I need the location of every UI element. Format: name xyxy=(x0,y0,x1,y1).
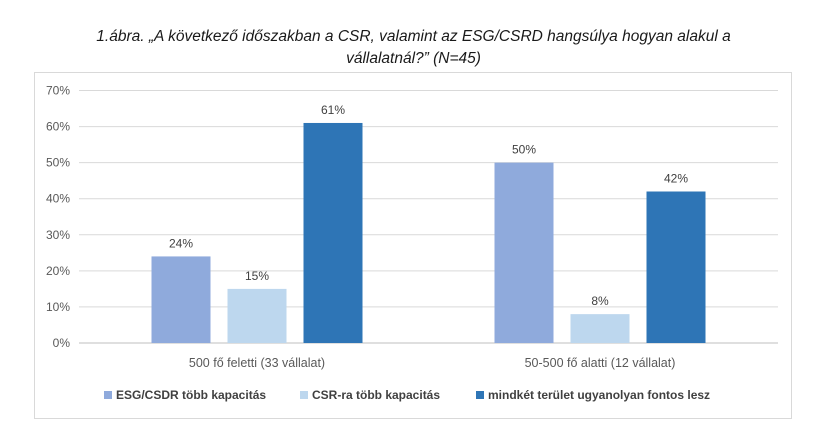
data-label: 15% xyxy=(245,269,269,283)
y-tick-label: 30% xyxy=(46,228,70,242)
chart-title: 1.ábra. „A következő időszakban a CSR, v… xyxy=(0,26,827,70)
bar xyxy=(646,191,706,343)
data-label: 61% xyxy=(321,103,345,117)
bar xyxy=(494,162,554,343)
legend-label: CSR-ra több kapacitás xyxy=(312,388,440,402)
bar xyxy=(151,256,211,343)
legend-swatch xyxy=(104,391,112,399)
y-tick-label: 0% xyxy=(53,336,71,350)
x-category-label: 50-500 fő alatti (12 vállalat) xyxy=(525,356,676,370)
y-tick-label: 70% xyxy=(46,84,70,98)
chart-frame xyxy=(34,72,792,419)
bar xyxy=(227,288,287,343)
legend-swatch xyxy=(300,391,308,399)
y-tick-label: 10% xyxy=(46,300,70,314)
bar xyxy=(303,122,363,343)
chart-title-line2: vállalatnál?” (N=45) xyxy=(346,50,481,67)
data-label: 8% xyxy=(591,294,609,308)
y-tick-label: 40% xyxy=(46,192,70,206)
data-label: 24% xyxy=(169,236,193,250)
bar xyxy=(570,314,630,343)
chart-title-line1: 1.ábra. „A következő időszakban a CSR, v… xyxy=(96,28,731,45)
x-category-label: 500 fő feletti (33 vállalat) xyxy=(189,356,325,370)
legend-label: mindkét terület ugyanolyan fontos lesz xyxy=(488,388,710,402)
y-tick-label: 20% xyxy=(46,264,70,278)
y-tick-label: 50% xyxy=(46,156,70,170)
legend-label: ESG/CSDR több kapacitás xyxy=(116,388,266,402)
data-label: 42% xyxy=(664,172,688,186)
y-tick-label: 60% xyxy=(46,120,70,134)
legend-swatch xyxy=(476,391,484,399)
data-label: 50% xyxy=(512,143,536,157)
